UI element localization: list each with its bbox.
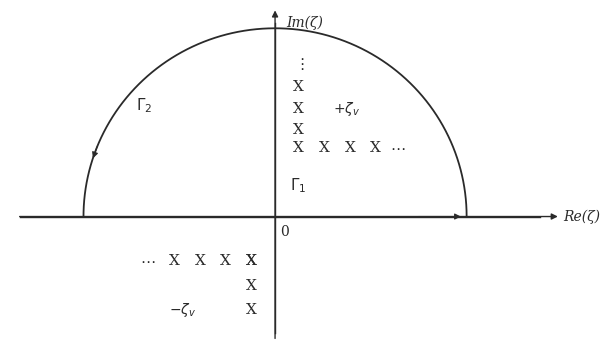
Text: $\cdots$: $\cdots$ [390,141,405,155]
Text: Re(ζ): Re(ζ) [564,209,601,224]
Text: $\Gamma_1$: $\Gamma_1$ [290,176,306,195]
Text: X: X [246,254,257,268]
Text: $-\zeta_v$: $-\zeta_v$ [169,301,196,319]
Text: X: X [169,254,180,268]
Text: X: X [344,141,355,155]
Text: X: X [246,303,257,317]
Text: $\vdots$: $\vdots$ [293,56,304,72]
Text: X: X [246,254,257,268]
Text: X: X [293,124,304,137]
Text: X: X [293,81,304,94]
Text: X: X [319,141,330,155]
Text: X: X [293,141,304,155]
Text: X: X [293,102,304,116]
Text: Im(ζ): Im(ζ) [286,16,323,30]
Text: 0: 0 [281,226,289,239]
Text: X: X [370,141,381,155]
Text: $\cdots$: $\cdots$ [139,254,155,268]
Text: $\Gamma_2$: $\Gamma_2$ [136,96,152,115]
Text: $+\zeta_v$: $+\zeta_v$ [333,100,361,118]
Text: X: X [195,254,205,268]
Text: X: X [221,254,231,268]
Text: X: X [246,279,257,294]
